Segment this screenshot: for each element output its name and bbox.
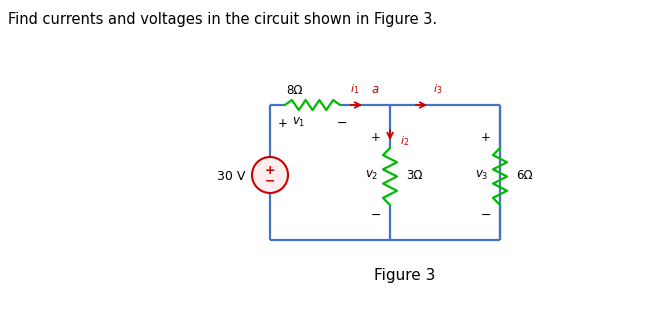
Text: $v_3$: $v_3$ [475, 169, 489, 182]
Text: −: − [481, 209, 491, 222]
Text: 30 V: 30 V [217, 169, 245, 183]
Text: −: − [371, 209, 382, 222]
Text: −: − [337, 117, 347, 130]
Text: +: + [278, 117, 288, 130]
Ellipse shape [252, 157, 288, 193]
Text: Figure 3: Figure 3 [374, 268, 436, 283]
Text: −: − [265, 175, 275, 188]
Text: +: + [265, 163, 275, 176]
Text: $i_2$: $i_2$ [400, 134, 409, 148]
Text: 8Ω: 8Ω [286, 84, 302, 97]
Text: a: a [372, 83, 379, 96]
Text: +: + [481, 131, 491, 144]
Text: $i_1$: $i_1$ [351, 82, 360, 96]
Text: 6Ω: 6Ω [516, 169, 532, 182]
Text: $v_2$: $v_2$ [365, 169, 379, 182]
Text: Find currents and voltages in the circuit shown in Figure 3.: Find currents and voltages in the circui… [8, 12, 437, 27]
Text: $i_3$: $i_3$ [434, 82, 443, 96]
Text: 3Ω: 3Ω [406, 169, 422, 182]
Text: +: + [371, 131, 381, 144]
Text: $v_1$: $v_1$ [293, 116, 306, 129]
